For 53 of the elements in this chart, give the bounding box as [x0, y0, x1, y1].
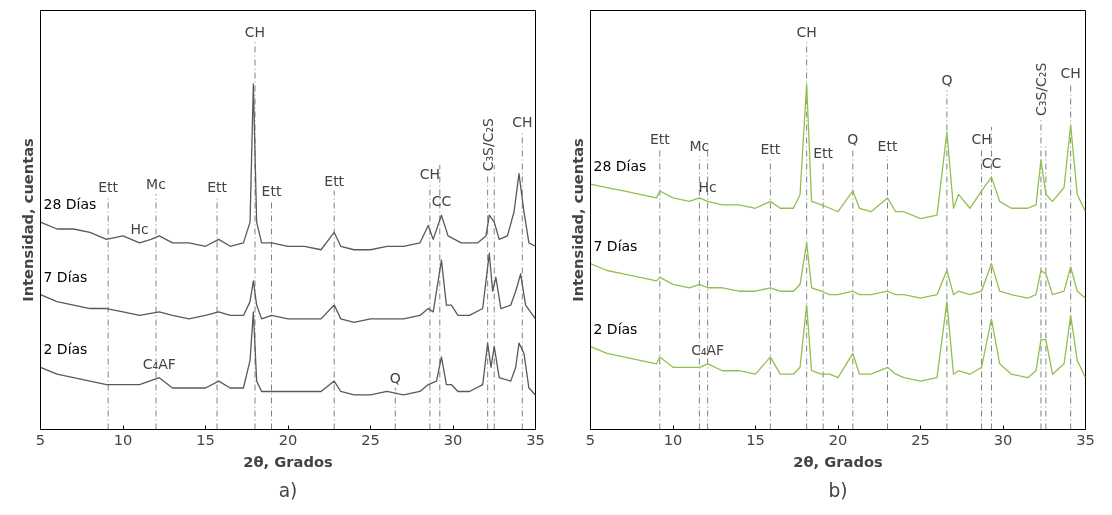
ref-line-label: Mc — [146, 176, 166, 193]
annotation: Hc — [698, 179, 717, 196]
ref-line-label: Ett — [813, 144, 834, 161]
x-tick-label: 20 — [278, 430, 298, 448]
series-label: 28 Días — [43, 196, 97, 213]
ref-line-label: Q — [941, 72, 953, 89]
x-tick-label: 10 — [663, 430, 683, 448]
annotation: C₄AF — [142, 355, 176, 372]
text: a) — [278, 479, 298, 501]
x-tick-label: 10 — [113, 430, 133, 448]
x-tick-label: 15 — [746, 430, 765, 448]
annotation: Hc — [130, 220, 149, 237]
annotation: C₄AF — [691, 341, 725, 358]
ref-line-label: Ett — [261, 182, 282, 199]
x-axis-title: 2θ, Grados — [243, 452, 333, 470]
series-label: 7 Días — [43, 268, 88, 285]
ref-line-label: CH — [971, 131, 992, 148]
x-tick-label: 15 — [196, 430, 215, 448]
x-tick-label: 25 — [361, 430, 380, 448]
series-label: 2 Días — [593, 320, 638, 337]
ref-line-label: Ett — [760, 141, 781, 158]
series-label: 2 Días — [43, 341, 88, 358]
ref-line-label: CH — [1060, 65, 1081, 82]
ref-line-label: CH — [796, 23, 817, 40]
ref-line-label: Ett — [207, 179, 228, 196]
ref-line-label: C₃S/C₂S — [1032, 62, 1049, 116]
x-axis-title: 2θ, Grados — [793, 452, 883, 470]
x-tick-label: 5 — [585, 430, 596, 448]
text: b) — [828, 479, 848, 501]
annotation: CC — [431, 193, 452, 210]
annotation: CC — [981, 155, 1002, 172]
x-tick-label: 35 — [526, 430, 545, 448]
series-label: 28 Días — [593, 158, 647, 175]
x-tick-label: 5 — [35, 430, 46, 448]
ref-line-label: Mc — [689, 138, 710, 154]
ref-line-label: CH — [512, 113, 533, 130]
x-tick-label: 30 — [993, 430, 1013, 448]
x-tick-label: 30 — [443, 430, 463, 448]
ref-line-label: Q — [389, 369, 401, 386]
ref-line-label: Ett — [877, 138, 898, 154]
x-tick-label: 35 — [1076, 430, 1095, 448]
ref-line-label: Ett — [649, 131, 671, 148]
x-tick-label: 20 — [828, 430, 848, 448]
ref-line-label: C₃S/C₂S — [479, 117, 496, 172]
y-axis-title: Intensidad, cuentas — [18, 137, 36, 302]
ref-line-label: CH — [244, 23, 266, 40]
x-tick-label: 25 — [911, 430, 930, 448]
series-label: 7 Días — [593, 237, 638, 254]
ref-line-label: CH — [419, 165, 441, 182]
ref-line-label: Ett — [98, 179, 119, 196]
ref-line-label: Q — [847, 131, 859, 148]
ref-line-label: Ett — [324, 172, 345, 189]
y-axis-title: Intensidad, cuentas — [568, 137, 586, 302]
